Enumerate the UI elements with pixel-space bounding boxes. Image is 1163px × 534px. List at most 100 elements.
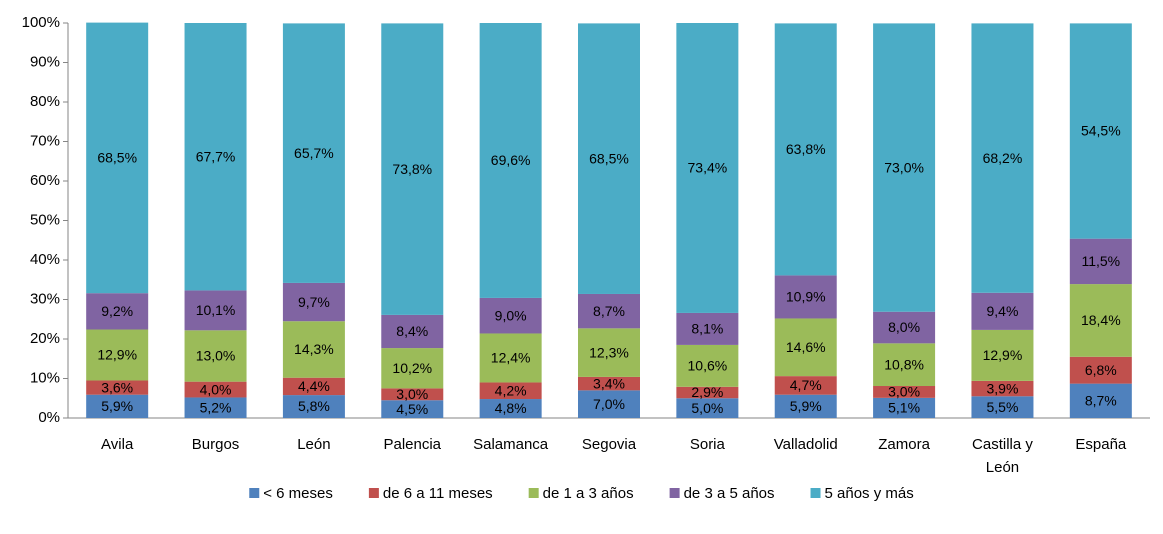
- bar-segment: [676, 398, 739, 418]
- bar-segment: [873, 23, 936, 312]
- value-label: 18,4%: [1081, 312, 1121, 328]
- value-label: 8,0%: [888, 319, 920, 335]
- x-tick-label: España: [1075, 436, 1127, 453]
- bar-segment: [873, 397, 936, 418]
- bar-segment: [578, 390, 640, 418]
- bar-segment: [578, 293, 640, 329]
- value-label: 69,6%: [491, 152, 531, 168]
- value-label: 11,5%: [1081, 253, 1120, 269]
- x-tick-label: Segovia: [582, 436, 637, 453]
- bar-segment: [479, 399, 542, 418]
- value-label: 5,0%: [691, 400, 723, 416]
- bar-segment: [774, 318, 837, 377]
- legend-marker: [810, 488, 821, 498]
- bar-segment: [578, 328, 640, 377]
- bar-segment: [774, 376, 837, 395]
- value-label: 5,5%: [986, 399, 1018, 415]
- bar-segment: [1069, 23, 1132, 239]
- value-label: 9,4%: [986, 303, 1018, 319]
- value-label: 12,9%: [983, 347, 1023, 363]
- value-label: 7,0%: [593, 396, 625, 412]
- y-tick-label: 40%: [30, 251, 60, 268]
- y-tick-label: 30%: [30, 290, 60, 307]
- value-label: 10,8%: [884, 356, 924, 372]
- value-label: 4,7%: [790, 377, 822, 393]
- value-label: 10,6%: [688, 358, 728, 374]
- bar-segment: [971, 329, 1034, 381]
- value-label: 73,4%: [688, 160, 728, 176]
- bar-segment: [971, 396, 1034, 418]
- bar-segment: [184, 330, 247, 382]
- bar-segment: [873, 386, 936, 398]
- x-tick-label: Soria: [690, 436, 726, 453]
- value-label: 2,9%: [691, 384, 723, 400]
- value-label: 8,7%: [593, 303, 625, 319]
- bar-segment: [676, 312, 739, 345]
- value-label: 4,2%: [495, 382, 527, 398]
- bar-segment: [1069, 383, 1132, 418]
- bar-segment: [479, 297, 542, 334]
- value-label: 14,3%: [294, 341, 334, 357]
- legend-label: de 6 a 11 meses: [383, 485, 493, 502]
- value-label: 4,5%: [396, 401, 428, 417]
- value-label: 10,2%: [392, 360, 432, 376]
- legend-marker: [249, 488, 260, 498]
- value-label: 12,9%: [97, 347, 137, 363]
- legend-label: de 1 a 3 años: [543, 485, 634, 502]
- legend-marker: [528, 488, 539, 498]
- bar-segment: [381, 23, 444, 315]
- bar-segment: [873, 311, 936, 344]
- legend-label: < 6 meses: [263, 485, 333, 502]
- bar-segment: [971, 380, 1034, 397]
- bar-segment: [86, 380, 149, 395]
- value-label: 6,8%: [1085, 362, 1117, 378]
- bar-segment: [381, 314, 444, 349]
- y-tick-label: 60%: [30, 172, 60, 189]
- bar-segment: [1069, 356, 1132, 384]
- bar-segment: [1069, 284, 1132, 357]
- bar-segment: [381, 388, 444, 401]
- bar-segment: [676, 386, 739, 399]
- value-label: 5,2%: [200, 399, 232, 415]
- value-label: 9,0%: [495, 307, 527, 323]
- bar-segment: [479, 333, 542, 383]
- bar-segment: [184, 23, 247, 291]
- bar-segment: [282, 395, 345, 418]
- value-label: 10,1%: [196, 302, 236, 318]
- bar-segment: [676, 23, 739, 313]
- legend-label: de 3 a 5 años: [684, 485, 775, 502]
- bar-segment: [479, 382, 542, 400]
- value-label: 68,2%: [983, 150, 1023, 166]
- bar-segment: [578, 23, 640, 294]
- bar-segment: [86, 293, 149, 330]
- bar-segment: [184, 381, 247, 398]
- x-tick-label: Castilla y León: [972, 436, 1033, 476]
- value-label: 12,4%: [491, 350, 531, 366]
- value-label: 13,0%: [196, 348, 236, 364]
- value-label: 4,4%: [298, 378, 330, 394]
- bar-segment: [86, 394, 149, 418]
- bar-segment: [971, 292, 1034, 330]
- value-label: 73,8%: [392, 161, 432, 177]
- bar-segment: [184, 397, 247, 418]
- x-tick-label: León: [297, 436, 330, 453]
- y-tick-label: 20%: [30, 330, 60, 347]
- legend-marker: [368, 488, 379, 498]
- bar-segment: [479, 23, 542, 298]
- bar-segment: [282, 282, 345, 322]
- value-label: 54,5%: [1081, 123, 1121, 139]
- bar-segment: [1069, 238, 1132, 285]
- bar-segment: [873, 343, 936, 387]
- y-tick-label: 0%: [38, 409, 60, 426]
- x-tick-label: Avila: [101, 436, 134, 453]
- value-label: 63,8%: [786, 141, 826, 157]
- x-tick-label: Zamora: [878, 436, 930, 453]
- x-tick-label: Salamanca: [473, 436, 549, 453]
- value-label: 14,6%: [786, 339, 826, 355]
- y-tick-label: 10%: [30, 369, 60, 386]
- y-tick-label: 100%: [22, 14, 60, 31]
- bar-segment: [282, 23, 345, 283]
- legend-marker: [669, 488, 680, 498]
- value-label: 3,0%: [396, 386, 428, 402]
- value-label: 3,9%: [986, 380, 1018, 396]
